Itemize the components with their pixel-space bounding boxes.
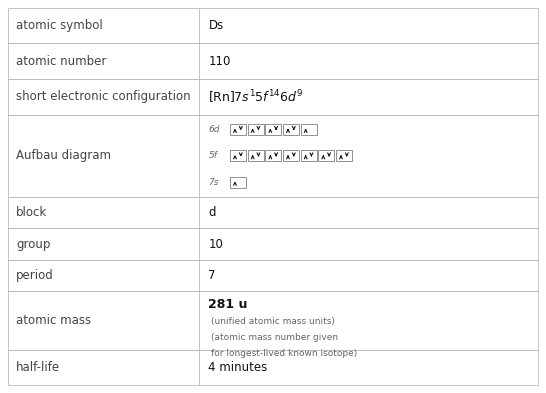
Bar [230, 177, 246, 188]
Text: 5f: 5f [209, 151, 217, 160]
Bar [8, 350, 538, 385]
Text: atomic number: atomic number [16, 55, 106, 68]
Bar [230, 151, 246, 161]
Text: block: block [16, 206, 48, 219]
Text: 10: 10 [209, 238, 223, 251]
Text: $\rm [Rn]7\mathit{s}^{1}5\mathit{f}^{14}6\mathit{d}^{9}$: $\rm [Rn]7\mathit{s}^{1}5\mathit{f}^{14}… [209, 88, 304, 106]
Bar [8, 197, 538, 228]
Text: (unified atomic mass units): (unified atomic mass units) [211, 318, 335, 327]
Bar [265, 151, 281, 161]
Bar [247, 124, 264, 135]
Bar [8, 291, 538, 350]
Text: group: group [16, 238, 50, 251]
Bar [247, 151, 264, 161]
Text: 7s: 7s [209, 178, 219, 187]
Text: Aufbau diagram: Aufbau diagram [16, 149, 111, 162]
Text: (atomic mass number given: (atomic mass number given [211, 333, 338, 342]
Text: period: period [16, 269, 54, 282]
Text: 4 minutes: 4 minutes [209, 361, 268, 374]
Text: atomic symbol: atomic symbol [16, 19, 103, 32]
Bar [8, 43, 538, 79]
Bar [230, 124, 246, 135]
Bar [265, 124, 281, 135]
Bar [318, 151, 334, 161]
Text: d: d [209, 206, 216, 219]
Text: Ds: Ds [209, 19, 224, 32]
Text: half-life: half-life [16, 361, 60, 374]
Bar [8, 79, 538, 115]
Text: 281 u: 281 u [209, 298, 248, 311]
Text: 110: 110 [209, 55, 231, 68]
Bar [8, 115, 538, 197]
Text: for longest-lived known isotope): for longest-lived known isotope) [211, 349, 358, 358]
Bar [300, 151, 317, 161]
Bar [8, 260, 538, 291]
Bar [8, 228, 538, 260]
Bar [283, 124, 299, 135]
Bar [8, 8, 538, 43]
Text: 6d: 6d [209, 125, 220, 134]
Text: short electronic configuration: short electronic configuration [16, 90, 191, 103]
Bar [283, 151, 299, 161]
Bar [336, 151, 352, 161]
Text: atomic mass: atomic mass [16, 314, 91, 327]
Text: 7: 7 [209, 269, 216, 282]
Bar [300, 124, 317, 135]
